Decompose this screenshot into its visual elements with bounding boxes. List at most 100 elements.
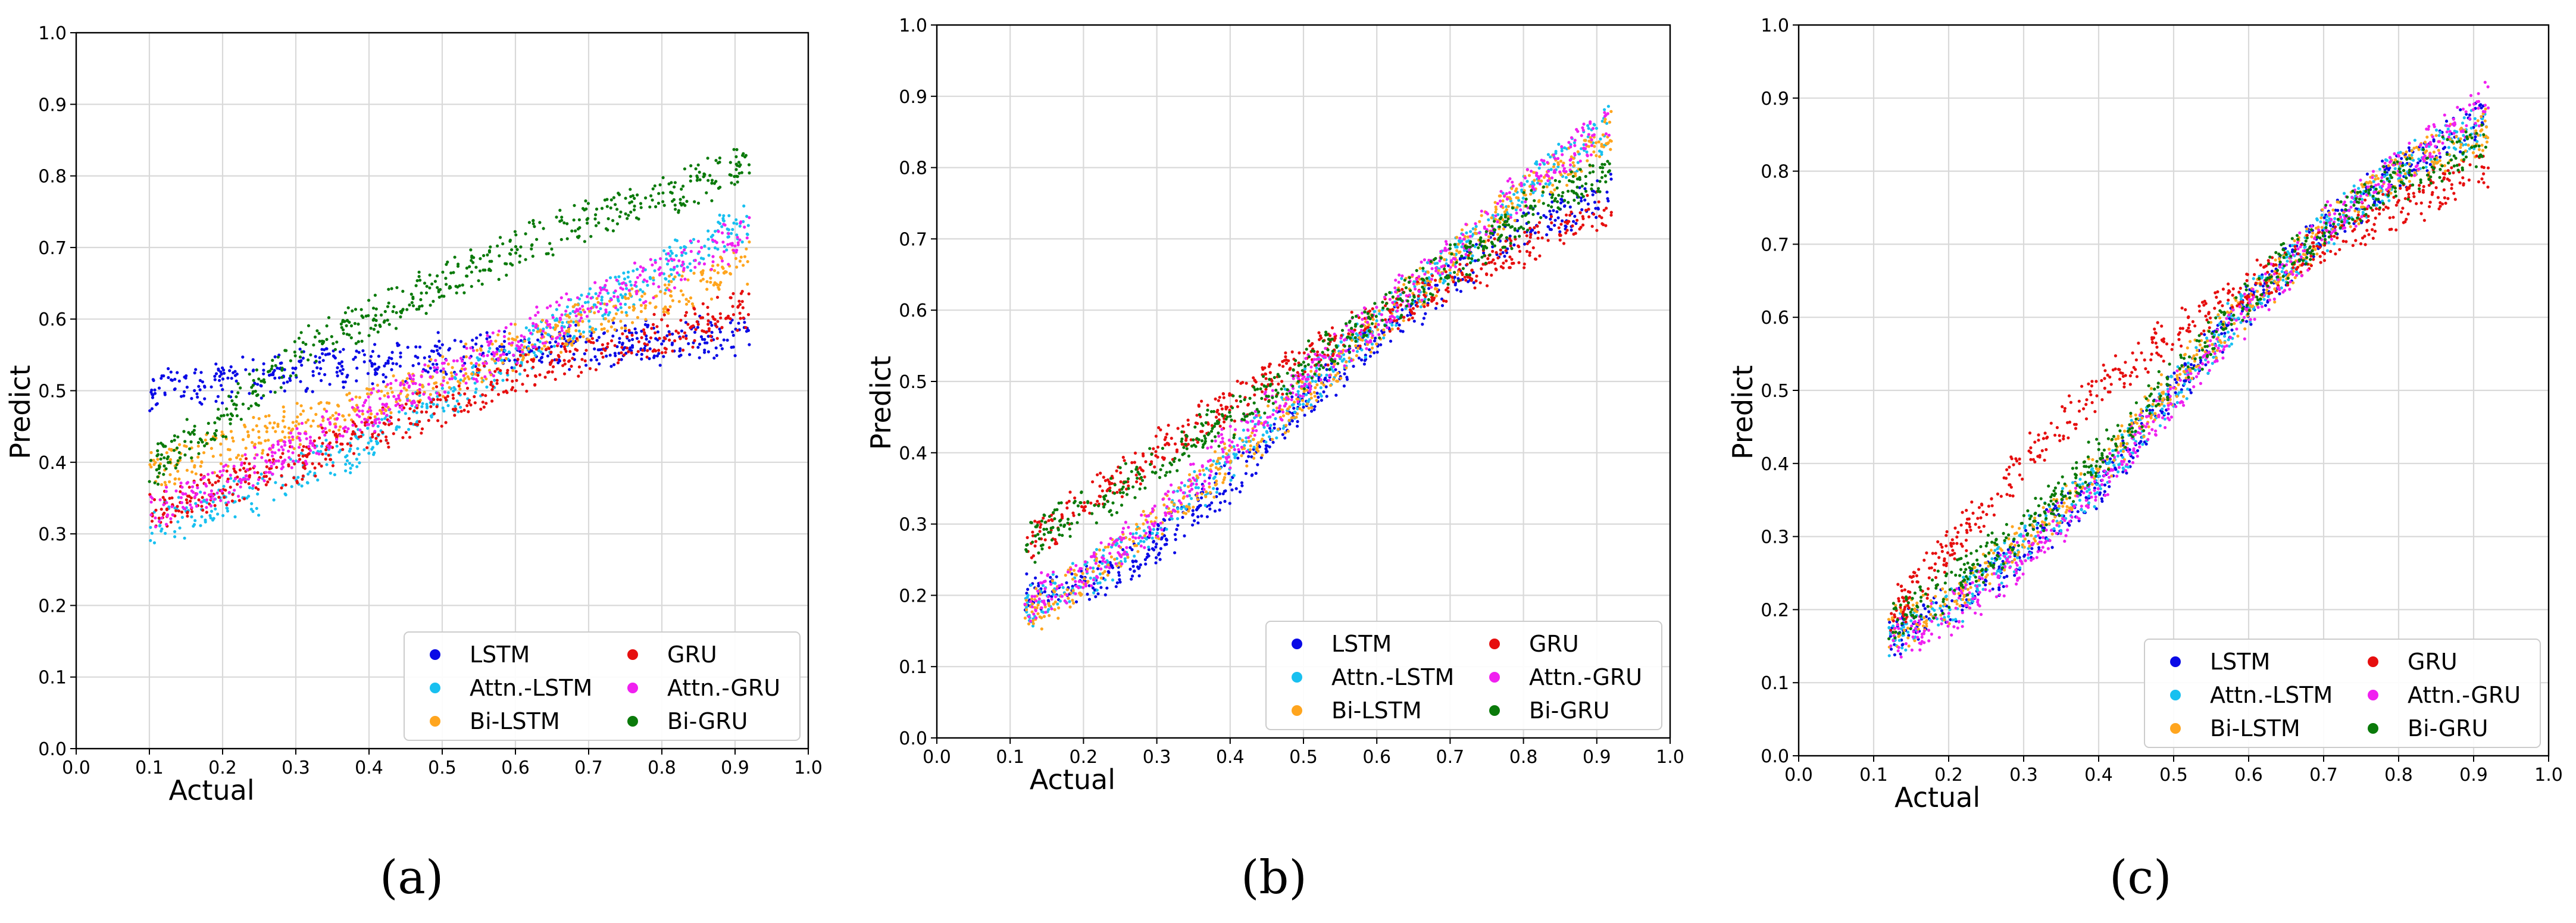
data-point — [175, 446, 179, 450]
data-point — [287, 426, 291, 430]
data-point — [351, 432, 354, 436]
data-point — [1134, 531, 1138, 535]
data-point — [370, 364, 374, 368]
data-point — [474, 387, 478, 391]
data-point — [1603, 120, 1606, 124]
data-point — [596, 301, 600, 304]
data-point — [201, 496, 204, 499]
data-point — [384, 376, 387, 379]
data-point — [274, 364, 277, 367]
data-point — [1520, 201, 1524, 204]
data-point — [442, 376, 446, 380]
data-point — [307, 445, 311, 448]
data-point — [621, 287, 624, 291]
data-point — [600, 295, 604, 299]
data-point — [617, 299, 620, 303]
data-point — [183, 536, 186, 540]
data-point — [430, 401, 433, 404]
data-point — [482, 351, 485, 355]
data-point — [668, 305, 672, 309]
data-point — [1271, 440, 1275, 444]
data-point — [520, 343, 524, 347]
data-point — [226, 477, 230, 481]
data-point — [395, 342, 399, 345]
data-point — [727, 235, 731, 239]
data-point — [342, 380, 345, 384]
data-point — [318, 356, 321, 359]
data-point — [292, 459, 295, 463]
data-point — [575, 337, 579, 340]
data-point — [1256, 463, 1259, 467]
data-point — [629, 283, 633, 287]
data-point — [1595, 141, 1598, 145]
data-point — [594, 327, 598, 331]
data-point — [1316, 350, 1320, 353]
data-point — [153, 392, 157, 395]
data-point — [1358, 336, 1361, 340]
data-point — [395, 311, 398, 314]
data-point — [257, 478, 261, 481]
data-point — [182, 394, 186, 398]
data-point — [1418, 267, 1422, 270]
data-point — [313, 466, 317, 470]
data-point — [516, 358, 520, 361]
data-point — [1553, 188, 1556, 192]
data-point — [578, 226, 582, 230]
data-point — [267, 439, 270, 442]
data-point — [473, 381, 477, 385]
data-point — [1444, 270, 1448, 274]
data-point — [354, 308, 358, 311]
data-point — [371, 435, 374, 439]
data-point — [317, 402, 321, 405]
data-point — [371, 446, 375, 449]
data-point — [618, 193, 621, 196]
data-point — [1339, 377, 1343, 380]
data-point — [476, 349, 479, 352]
data-point — [371, 306, 376, 310]
data-point — [1194, 486, 1198, 490]
data-point — [723, 271, 726, 275]
data-point — [1555, 210, 1559, 214]
data-point — [712, 356, 716, 360]
data-point — [589, 306, 593, 310]
data-point — [1596, 206, 1600, 210]
data-point — [455, 373, 458, 376]
data-point — [567, 359, 571, 363]
data-point — [513, 358, 517, 362]
data-point — [493, 370, 497, 373]
data-point — [479, 333, 482, 337]
data-point — [510, 366, 514, 370]
data-point — [534, 326, 537, 329]
data-point — [639, 309, 643, 314]
data-point — [525, 389, 529, 393]
data-point — [1092, 591, 1096, 595]
data-point — [267, 471, 271, 474]
data-point — [344, 462, 348, 466]
legend-label: LSTM — [470, 642, 530, 668]
data-point — [457, 392, 461, 395]
data-point — [150, 388, 154, 392]
data-point — [235, 403, 238, 407]
data-point — [240, 454, 244, 458]
data-point — [283, 368, 286, 371]
data-point — [561, 364, 565, 367]
chart-panel-a: 0.0 0.1 0.2 0.3 0.4 0.5 0.6 0.7 0.8 0.9 1.00.00.10… — [4, 23, 823, 806]
data-point — [359, 308, 363, 311]
data-point — [362, 401, 367, 405]
data-point — [332, 355, 336, 358]
data-point — [268, 448, 271, 451]
data-point — [739, 220, 743, 224]
data-point — [733, 183, 736, 186]
data-point — [1217, 399, 1220, 402]
data-point — [249, 404, 253, 408]
data-point — [1523, 183, 1526, 186]
data-point — [730, 181, 733, 184]
data-point — [1309, 370, 1313, 373]
data-point — [476, 374, 480, 377]
data-point — [740, 240, 744, 244]
data-point — [166, 455, 170, 459]
data-point — [248, 462, 251, 465]
data-point — [186, 511, 189, 515]
data-point — [1596, 179, 1599, 183]
data-point — [1313, 405, 1317, 408]
